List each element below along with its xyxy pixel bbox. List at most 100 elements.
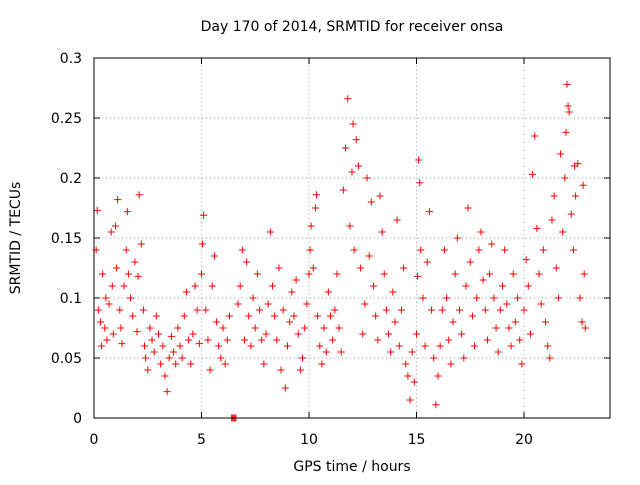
data-point <box>96 318 104 326</box>
data-point <box>557 150 565 158</box>
data-point <box>414 272 422 280</box>
data-point <box>253 270 261 278</box>
data-point <box>440 246 448 254</box>
data-point <box>477 228 485 236</box>
data-point <box>256 306 264 314</box>
data-point <box>264 300 272 308</box>
data-point <box>579 181 587 189</box>
data-point <box>428 306 436 314</box>
data-point <box>486 270 494 278</box>
data-point <box>187 360 195 368</box>
data-point <box>509 270 517 278</box>
data-point <box>501 246 509 254</box>
data-point <box>524 282 532 290</box>
data-point <box>258 336 266 344</box>
data-point <box>537 300 545 308</box>
data-point <box>311 204 319 212</box>
data-point <box>348 168 356 176</box>
data-point <box>447 360 455 368</box>
data-point <box>313 191 321 199</box>
data-point <box>200 211 208 219</box>
data-point <box>479 276 487 284</box>
data-point <box>165 354 173 362</box>
data-point <box>581 324 589 332</box>
data-point <box>574 160 582 168</box>
data-point <box>159 342 167 350</box>
data-point <box>208 282 216 290</box>
data-point <box>471 342 479 350</box>
data-point <box>413 330 420 338</box>
data-point <box>421 342 429 350</box>
data-point <box>131 258 139 266</box>
data-point <box>359 330 367 338</box>
data-point <box>374 336 382 344</box>
data-point <box>382 306 390 314</box>
data-point <box>294 330 302 338</box>
data-point <box>247 342 255 350</box>
data-point <box>449 318 457 326</box>
data-point <box>204 336 212 344</box>
data-point <box>376 192 384 200</box>
data-point <box>333 270 341 278</box>
data-point <box>236 282 244 290</box>
data-point <box>245 312 253 320</box>
data-point <box>122 246 130 254</box>
data-point <box>109 330 117 338</box>
data-point <box>139 306 147 314</box>
data-point <box>134 272 142 280</box>
data-point <box>281 384 289 392</box>
data-point <box>195 340 203 348</box>
data-point <box>507 342 515 350</box>
data-point <box>397 306 405 314</box>
y-tick-label: 0.15 <box>51 231 82 247</box>
data-point <box>225 312 233 320</box>
data-point <box>170 348 178 356</box>
data-point <box>387 348 395 356</box>
data-point <box>202 306 210 314</box>
data-point <box>243 258 251 266</box>
data-point <box>161 372 169 380</box>
data-point <box>406 396 414 404</box>
data-point <box>445 336 453 344</box>
data-point <box>344 95 352 103</box>
data-point <box>141 342 149 350</box>
data-point <box>284 342 291 350</box>
data-point <box>562 128 570 136</box>
data-point <box>483 336 491 344</box>
data-point <box>539 246 547 254</box>
data-point <box>580 270 588 278</box>
data-point <box>468 312 476 320</box>
data-point <box>93 206 101 214</box>
data-point <box>526 330 534 338</box>
data-points <box>92 80 589 422</box>
data-point <box>101 324 109 332</box>
data-point <box>546 354 554 362</box>
data-point <box>342 144 350 152</box>
data-point <box>408 348 416 356</box>
data-point <box>518 360 526 368</box>
data-point <box>94 306 102 314</box>
data-point <box>113 264 121 272</box>
data-point <box>564 102 572 110</box>
data-point <box>576 294 584 302</box>
data-point <box>552 264 560 272</box>
data-point <box>503 300 511 308</box>
data-point <box>176 342 184 350</box>
data-point <box>535 270 543 278</box>
data-point <box>417 246 425 254</box>
data-point <box>331 306 339 314</box>
data-point <box>107 228 115 236</box>
data-point <box>554 294 562 302</box>
data-point <box>438 306 446 314</box>
data-point <box>432 401 440 409</box>
data-point <box>400 264 408 272</box>
data-point <box>105 300 113 308</box>
data-point <box>419 294 427 302</box>
data-point <box>296 366 304 374</box>
data-point <box>520 306 528 314</box>
data-point <box>199 240 207 248</box>
y-tick-label: 0 <box>73 411 82 427</box>
data-point <box>180 312 188 320</box>
data-point <box>142 354 150 362</box>
data-point <box>182 288 190 296</box>
